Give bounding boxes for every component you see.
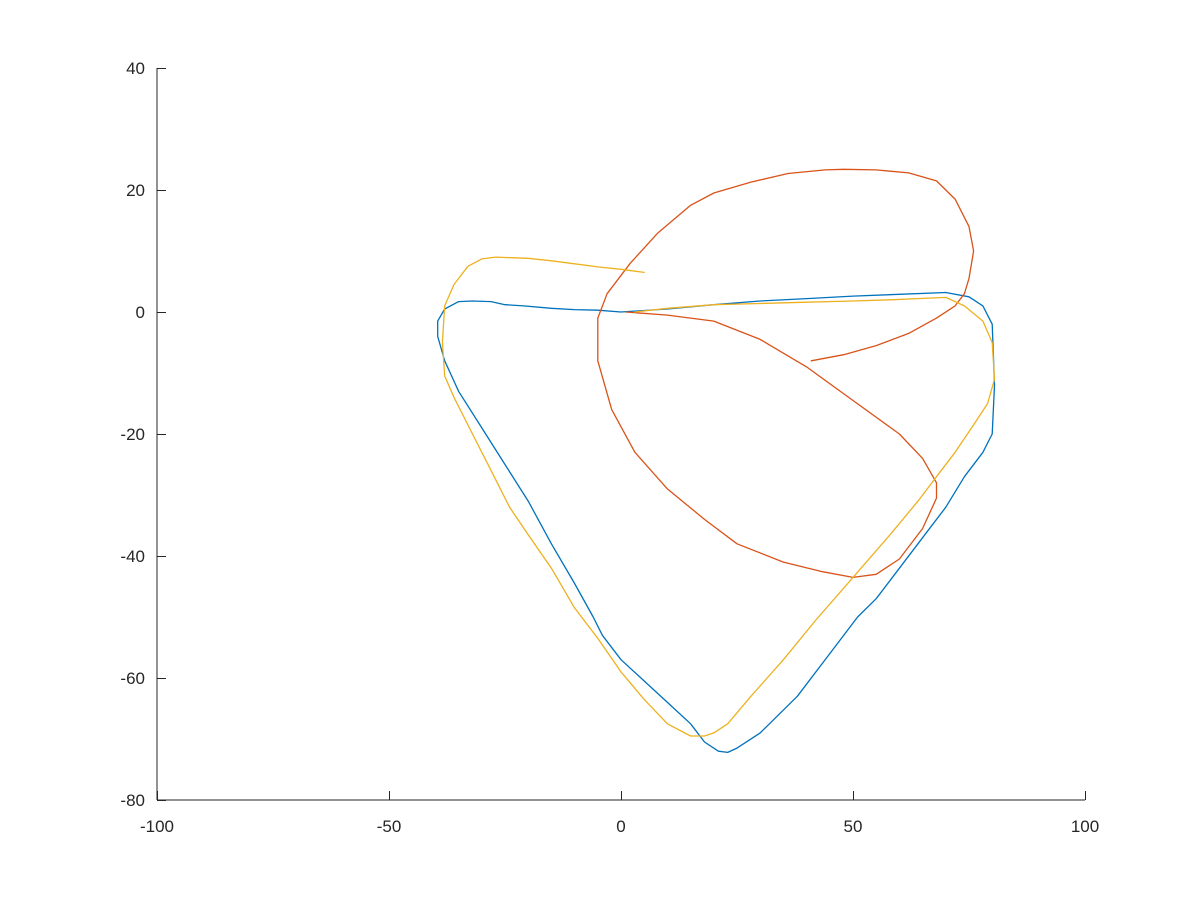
- y-tick-label: -20: [120, 425, 145, 444]
- x-tick-label: 0: [616, 817, 625, 836]
- series-line-2: [597, 168, 975, 579]
- x-tick-label: -100: [140, 817, 174, 836]
- x-tick-label: 100: [1071, 817, 1099, 836]
- y-tick-label: 20: [126, 181, 145, 200]
- y-tick-label: 40: [126, 59, 145, 78]
- y-tick-label: -60: [120, 669, 145, 688]
- x-tick-label: -50: [377, 817, 402, 836]
- y-tick-label: 0: [136, 303, 145, 322]
- series-line-3: [441, 256, 996, 737]
- y-tick-label: -80: [120, 791, 145, 810]
- plot-lines: [437, 168, 996, 754]
- series-line-1: [437, 291, 996, 754]
- axes: -100 -50 0 50 100 40 20 0 -20 -40 -60 -80: [120, 59, 1099, 836]
- y-tick-label: -40: [120, 547, 145, 566]
- x-tick-label: 50: [844, 817, 863, 836]
